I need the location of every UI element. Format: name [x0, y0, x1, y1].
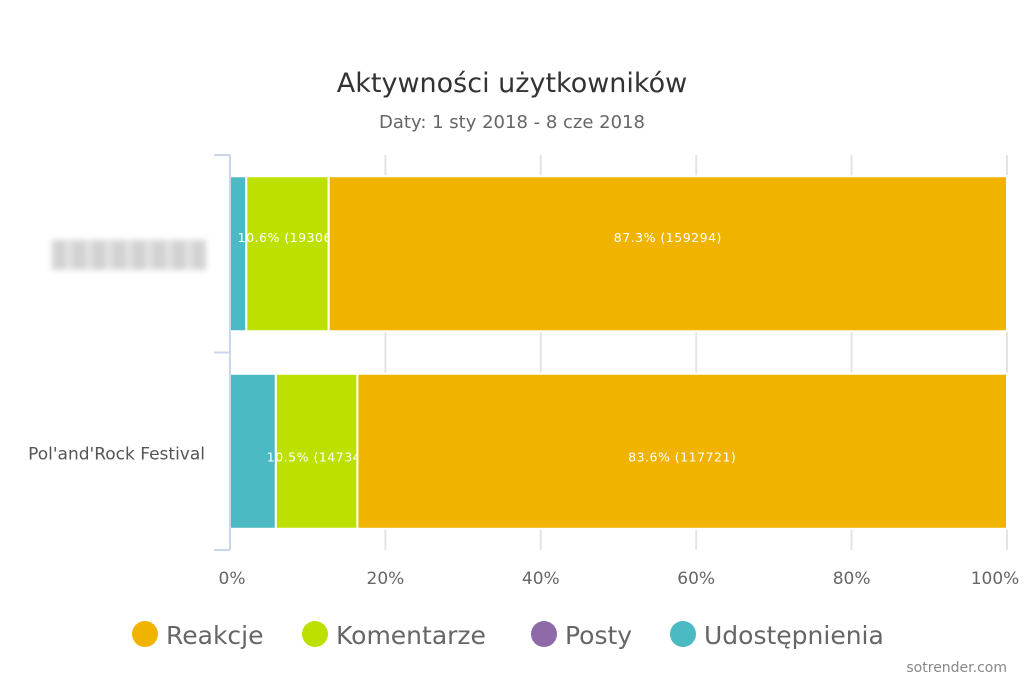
- blurred-category-label: [52, 240, 206, 270]
- bar-segment-komentarze: [245, 175, 330, 333]
- data-label: 10.5% (14734): [267, 449, 367, 464]
- data-label: 83.6% (117721): [628, 449, 736, 464]
- x-tick-label: 40%: [522, 569, 560, 589]
- data-label: 10.6% (19306): [238, 230, 338, 245]
- chart-subtitle: Daty: 1 sty 2018 - 8 cze 2018: [379, 112, 645, 133]
- chart-title: Aktywności użytkowników: [337, 68, 687, 99]
- bar-segment-udostępnienia: [229, 175, 248, 333]
- x-tick-label: 80%: [833, 569, 871, 589]
- bar-segment-reakcje: [356, 372, 1009, 530]
- legend-marker-udostępnienia: [670, 621, 696, 647]
- category-label: Pol'and'Rock Festival: [28, 444, 205, 464]
- legend-item-posty[interactable]: Posty: [565, 621, 632, 650]
- data-label: 87.3% (159294): [614, 230, 722, 245]
- bar-segment-reakcje: [327, 175, 1008, 333]
- x-tick-label: 20%: [367, 569, 405, 589]
- legend-marker-posty: [531, 621, 557, 647]
- legend-item-komentarze[interactable]: Komentarze: [336, 621, 486, 650]
- legend-item-reakcje[interactable]: Reakcje: [166, 621, 264, 650]
- x-tick-label: 100%: [971, 569, 1020, 589]
- credit-text: sotrender.com: [906, 660, 1007, 676]
- bar-segment-komentarze: [274, 372, 359, 530]
- x-tick-label: 0%: [219, 569, 246, 589]
- legend-item-udostępnienia[interactable]: Udostępnienia: [704, 621, 884, 650]
- legend-marker-komentarze: [302, 621, 328, 647]
- x-tick-label: 60%: [677, 569, 715, 589]
- legend-marker-reakcje: [132, 621, 158, 647]
